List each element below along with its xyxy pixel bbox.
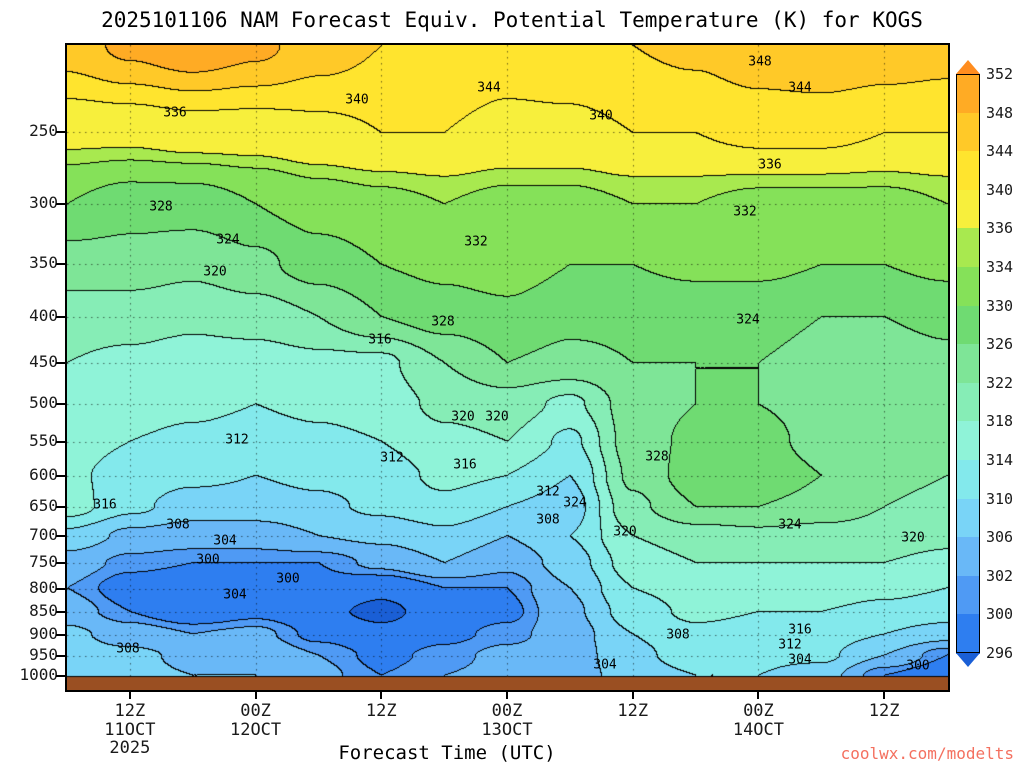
- colorbar-tick-label: 352: [986, 65, 1014, 83]
- colorbar-segment: [956, 74, 980, 114]
- time-tick-label: 00Z: [743, 701, 774, 721]
- pressure-tick-label: 950: [29, 644, 58, 664]
- pressure-tick-label: 700: [29, 525, 58, 545]
- pressure-tick-mark: [56, 654, 65, 657]
- pressure-tick-mark: [56, 131, 65, 134]
- pressure-tick-label: 500: [29, 393, 58, 413]
- colorbar-tick-label: 348: [986, 103, 1014, 122]
- x-axis-title: Forecast Time (UTC): [338, 742, 556, 764]
- pressure-tick-mark: [56, 535, 65, 538]
- pressure-tick-label: 850: [29, 601, 58, 621]
- date-label: 13OCT: [481, 720, 533, 740]
- colorbar-segment: [956, 228, 980, 268]
- pressure-tick-label: 400: [29, 305, 58, 325]
- time-tick-mark: [254, 692, 257, 699]
- pressure-tick-label: 550: [29, 430, 58, 450]
- pressure-tick-label: 650: [29, 496, 58, 516]
- pressure-tick-mark: [56, 440, 65, 443]
- pressure-tick-label: 600: [29, 464, 58, 484]
- time-tick-label: 00Z: [491, 701, 523, 721]
- date-label: 12OCT: [229, 720, 282, 740]
- time-tick-label: 12Z: [365, 701, 397, 721]
- colorbar: 352 348 344 340 336 334 330 326 322 318 314 310 306 3…: [956, 60, 1024, 685]
- colorbar-tick-label: 318: [986, 412, 1014, 431]
- colorbar-tick-label: 314: [986, 451, 1014, 469]
- time-tick-mark: [757, 692, 760, 699]
- pressure-tick-mark: [56, 202, 65, 205]
- pressure-tick-label: 300: [29, 192, 58, 212]
- colorbar-segment: [956, 575, 980, 616]
- pressure-tick-mark: [56, 562, 65, 565]
- colorbar-tick-label: 310: [986, 489, 1014, 508]
- colorbar-segment: [956, 267, 980, 307]
- pressure-tick-label: 450: [29, 351, 58, 371]
- time-tick-mark: [380, 692, 383, 699]
- chart-title: 2025101106 NAM Forecast Equiv. Potential…: [101, 8, 923, 32]
- pressure-tick-label: 1000: [19, 665, 58, 684]
- theta-e-contour-canvas: [67, 45, 948, 690]
- pressure-tick-mark: [56, 611, 65, 614]
- time-tick-mark: [631, 692, 634, 699]
- pressure-tick-mark: [56, 403, 65, 406]
- pressure-tick-mark: [56, 587, 65, 590]
- plot-area: 348 344 344 340 340 336 336 328 332 324 332 320 324 3…: [65, 43, 950, 692]
- colorbar-segment: [956, 305, 980, 346]
- colorbar-arrow-down: [956, 653, 980, 667]
- colorbar-segment: [956, 498, 980, 539]
- pressure-tick-label: 800: [29, 577, 58, 597]
- colorbar-segment: [956, 151, 980, 191]
- time-tick-label: 00Z: [240, 701, 271, 721]
- date-label: 11OCT: [104, 720, 156, 740]
- pressure-tick-mark: [56, 506, 65, 509]
- colorbar-arrow-up: [956, 60, 980, 74]
- date-label: 14OCT: [732, 720, 785, 740]
- pressure-tick-label: 750: [29, 552, 58, 572]
- pressure-tick-mark: [56, 263, 65, 266]
- colorbar-tick-label: 300: [986, 605, 1014, 624]
- colorbar-segment: [956, 537, 980, 577]
- colorbar-tick-label: 334: [986, 258, 1014, 276]
- time-tick-label: 12Z: [617, 701, 649, 721]
- time-tick-mark: [883, 692, 886, 699]
- colorbar-tick-label: 340: [986, 180, 1014, 199]
- colorbar-segment: [956, 382, 980, 423]
- watermark-text: coolwx.com/modelts: [840, 744, 1014, 763]
- time-tick-mark: [128, 692, 131, 699]
- time-tick-mark: [506, 692, 508, 699]
- pressure-tick-mark: [56, 675, 65, 677]
- year-label: 2025: [109, 738, 151, 758]
- pressure-tick-mark: [56, 474, 65, 477]
- time-tick-label: 12Z: [868, 701, 900, 721]
- colorbar-tick-label: 344: [986, 142, 1014, 161]
- colorbar-tick-label: 330: [986, 296, 1014, 315]
- colorbar-tick-label: 296: [986, 644, 1014, 662]
- colorbar-tick-label: 306: [986, 528, 1014, 547]
- colorbar-segment: [956, 614, 980, 654]
- colorbar-segment: [956, 460, 980, 500]
- pressure-tick-label: 250: [29, 121, 58, 141]
- pressure-tick-mark: [56, 315, 65, 318]
- time-tick-label: 12Z: [114, 701, 146, 721]
- pressure-tick-label: 350: [29, 253, 58, 273]
- colorbar-segment: [956, 112, 980, 153]
- pressure-tick-mark: [56, 633, 65, 636]
- colorbar-tick-label: 326: [986, 335, 1014, 354]
- colorbar-tick-label: 336: [986, 219, 1014, 238]
- colorbar-segment: [956, 421, 980, 461]
- colorbar-tick-label: 322: [986, 373, 1014, 392]
- colorbar-tick-label: 302: [986, 566, 1014, 585]
- pressure-tick-label: 900: [29, 623, 58, 643]
- colorbar-segment: [956, 344, 980, 384]
- colorbar-segment: [956, 189, 980, 230]
- pressure-tick-mark: [56, 361, 65, 364]
